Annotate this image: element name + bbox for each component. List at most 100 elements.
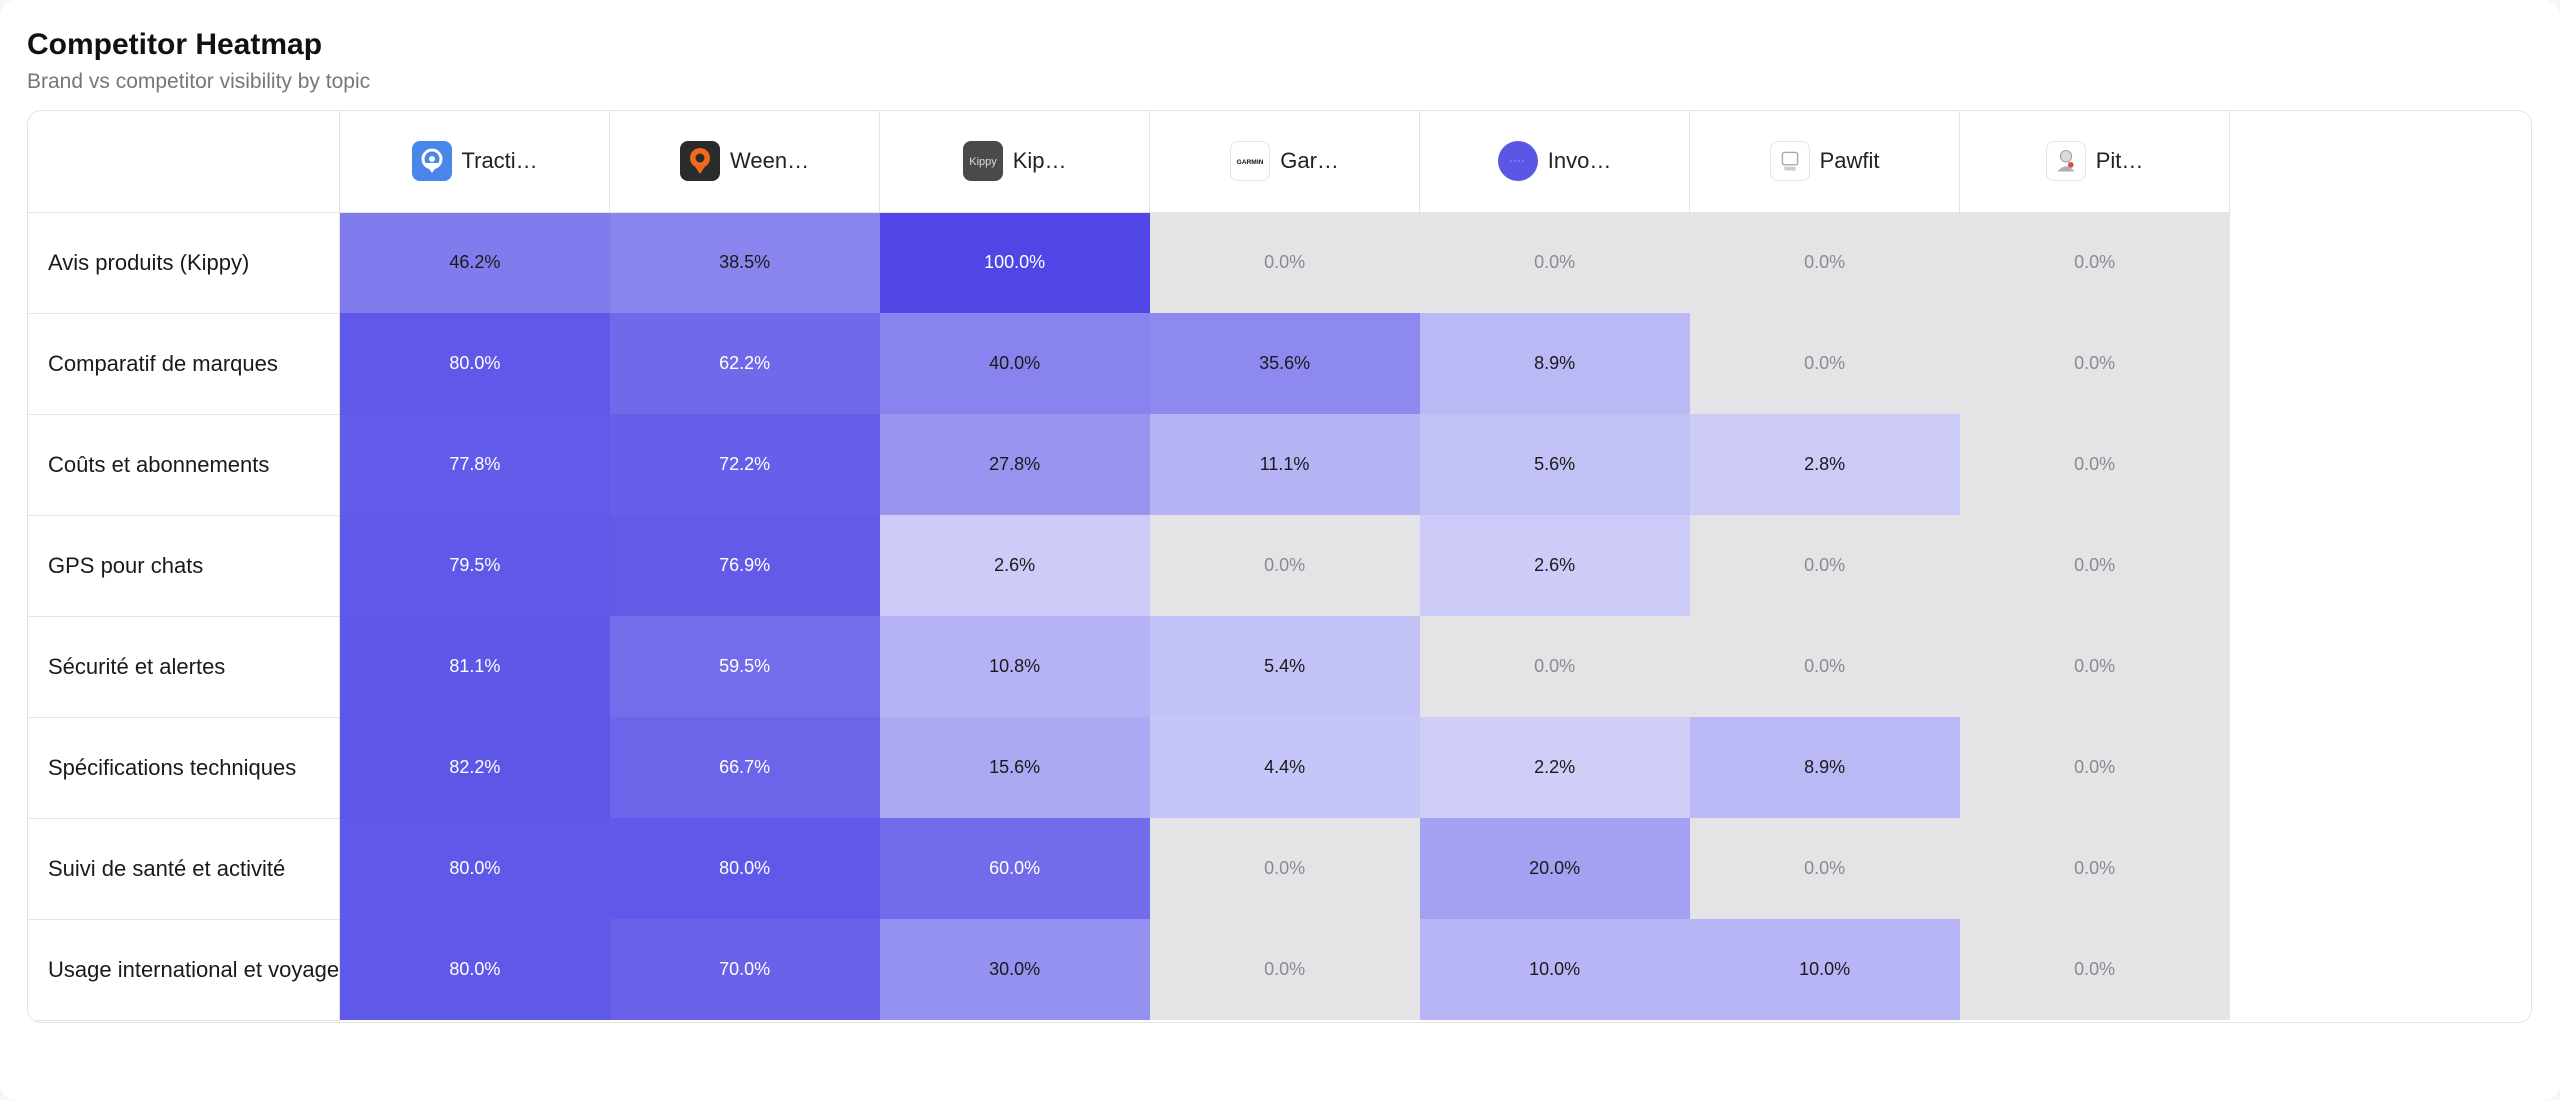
heatmap-row-comparatif-de-marques: Comparatif de marques 80.0% 62.2% 40.0% 35.6… (28, 313, 2230, 415)
heatmap-cell[interactable]: 10.8% (879, 616, 1150, 717)
heatmap-cell[interactable]: 20.0% (1419, 818, 1690, 919)
pawfit-logo-icon (1769, 140, 1810, 181)
heatmap-cell[interactable]: 0.0% (1959, 616, 2230, 717)
heatmap-cell[interactable]: 72.2% (609, 414, 880, 515)
row-label: Spécifications techniques (28, 717, 341, 819)
heatmap-cell[interactable]: 79.5% (339, 515, 610, 616)
column-header-invoxia: Invo… (1419, 111, 1691, 213)
weenect-logo-icon (680, 140, 721, 181)
heatmap-row-gps-pour-chats: GPS pour chats 79.5% 76.9% 2.6% 0.0% 2.6% 0.0%… (28, 515, 2230, 617)
heatmap-cell[interactable]: 0.0% (1959, 313, 2230, 414)
heatmap-body: Avis produits (Kippy) 46.2% 38.5% 100.0% 0.0… (28, 212, 2230, 1021)
row-label: Comparatif de marques (28, 313, 341, 415)
column-header-label: Tracti… (461, 147, 538, 173)
heatmap-cell[interactable]: 40.0% (879, 313, 1150, 414)
svg-text:Kippy: Kippy (969, 156, 997, 168)
heatmap-cell[interactable]: 0.0% (1959, 919, 2230, 1020)
column-header-label: Gar… (1280, 147, 1339, 173)
heatmap-row-usage-international-et-voyage: Usage international et voyage 80.0% 70.0% 3… (28, 919, 2230, 1021)
heatmap-cell[interactable]: 77.8% (339, 414, 610, 515)
heatmap-cell[interactable]: 0.0% (1689, 818, 1960, 919)
heatmap-row-specifications-techniques: Spécifications techniques 82.2% 66.7% 15.6%… (28, 717, 2230, 819)
heatmap-cell[interactable]: 80.0% (609, 818, 880, 919)
heatmap-cell[interactable]: 10.0% (1689, 919, 1960, 1020)
heatmap-cell[interactable]: 81.1% (339, 616, 610, 717)
heatmap-cell[interactable]: 80.0% (339, 818, 610, 919)
heatmap-cell[interactable]: 0.0% (1959, 818, 2230, 919)
row-label: Sécurité et alertes (28, 616, 341, 718)
column-header-content: Invo… (1420, 140, 1689, 181)
heatmap-cell[interactable]: 2.6% (1419, 515, 1690, 616)
heatmap-cell[interactable]: 0.0% (1149, 515, 1420, 616)
heatmap-cell[interactable]: 5.4% (1149, 616, 1420, 717)
column-header-content: Tracti… (340, 140, 609, 181)
heatmap-row-avis-produits-kippy: Avis produits (Kippy) 46.2% 38.5% 100.0% 0.0… (28, 212, 2230, 314)
heatmap-cell[interactable]: 70.0% (609, 919, 880, 1020)
row-label: Suivi de santé et activité (28, 818, 341, 920)
heatmap-table: Tracti… Ween… Kippy Kip… GARMIN Gar… Invo… Pawf… (28, 111, 2231, 1021)
column-header-content: Kippy Kip… (880, 140, 1149, 181)
heatmap-cell[interactable]: 80.0% (339, 919, 610, 1020)
heatmap-row-suivi-de-sante-et-activite: Suivi de santé et activité 80.0% 80.0% 60.0… (28, 818, 2230, 920)
heatmap-cell[interactable]: 0.0% (1959, 717, 2230, 818)
column-header-label: Pawfit (1819, 147, 1880, 173)
heatmap-cell[interactable]: 8.9% (1419, 313, 1690, 414)
heatmap-cell[interactable]: 0.0% (1689, 616, 1960, 717)
heatmap-cell[interactable]: 62.2% (609, 313, 880, 414)
column-header-garmin: GARMIN Gar… (1149, 111, 1421, 213)
heatmap-cell[interactable]: 0.0% (1149, 818, 1420, 919)
row-label: Avis produits (Kippy) (28, 212, 341, 314)
heatmap-cell[interactable]: 15.6% (879, 717, 1150, 818)
heatmap-cell[interactable]: 0.0% (1959, 515, 2230, 616)
invoxia-logo-icon (1497, 140, 1538, 181)
heatmap-cell[interactable]: 35.6% (1149, 313, 1420, 414)
heatmap-cell[interactable]: 76.9% (609, 515, 880, 616)
column-header-kippy: Kippy Kip… (879, 111, 1151, 213)
heatmap-cell[interactable]: 66.7% (609, 717, 880, 818)
heatmap-cell[interactable]: 0.0% (1689, 212, 1960, 313)
pitpat-logo-icon (2045, 140, 2086, 181)
column-header-pitpat: Pit… (1959, 111, 2231, 213)
heatmap-cell[interactable]: 4.4% (1149, 717, 1420, 818)
heatmap-row-couts-et-abonnements: Coûts et abonnements 77.8% 72.2% 27.8% 11.1%… (28, 414, 2230, 516)
row-label: Usage international et voyage (28, 919, 341, 1021)
heatmap-cell[interactable]: 46.2% (339, 212, 610, 313)
heatmap-cell[interactable]: 0.0% (1149, 919, 1420, 1020)
column-header-content: Pawfit (1690, 140, 1959, 181)
heatmap-cell[interactable]: 0.0% (1959, 414, 2230, 515)
heatmap-cell[interactable]: 5.6% (1419, 414, 1690, 515)
column-header-content: Ween… (610, 140, 879, 181)
column-header-label: Invo… (1547, 147, 1612, 173)
heatmap-cell[interactable]: 0.0% (1419, 616, 1690, 717)
row-label: Coûts et abonnements (28, 414, 341, 516)
heatmap-cell[interactable]: 30.0% (879, 919, 1150, 1020)
heatmap-cell[interactable]: 59.5% (609, 616, 880, 717)
heatmap-cell[interactable]: 11.1% (1149, 414, 1420, 515)
heatmap-cell[interactable]: 0.0% (1419, 212, 1690, 313)
heatmap-cell[interactable]: 27.8% (879, 414, 1150, 515)
page-title: Competitor Heatmap (27, 28, 323, 61)
heatmap-cell[interactable]: 2.6% (879, 515, 1150, 616)
column-header-tractive: Tracti… (339, 111, 611, 213)
column-header-label: Ween… (730, 147, 810, 173)
heatmap-header-row: Tracti… Ween… Kippy Kip… GARMIN Gar… Invo… Pawf… (28, 111, 2231, 213)
heatmap-cell[interactable]: 0.0% (1959, 212, 2230, 313)
heatmap-container: Tracti… Ween… Kippy Kip… GARMIN Gar… Invo… Pawf… (27, 110, 2532, 1023)
heatmap-cell[interactable]: 10.0% (1419, 919, 1690, 1020)
heatmap-cell[interactable]: 0.0% (1689, 515, 1960, 616)
heatmap-cell[interactable]: 80.0% (339, 313, 610, 414)
heatmap-cell[interactable]: 8.9% (1689, 717, 1960, 818)
heatmap-cell[interactable]: 82.2% (339, 717, 610, 818)
heatmap-cell[interactable]: 2.8% (1689, 414, 1960, 515)
heatmap-cell[interactable]: 100.0% (879, 212, 1150, 313)
heatmap-cell[interactable]: 60.0% (879, 818, 1150, 919)
heatmap-cell[interactable]: 0.0% (1149, 212, 1420, 313)
heatmap-corner-cell (28, 111, 341, 213)
kippy-logo-icon: Kippy (962, 140, 1003, 181)
heatmap-cell[interactable]: 0.0% (1689, 313, 1960, 414)
svg-text:GARMIN: GARMIN (1237, 159, 1264, 166)
heatmap-cell[interactable]: 38.5% (609, 212, 880, 313)
row-label: GPS pour chats (28, 515, 341, 617)
heatmap-cell[interactable]: 2.2% (1419, 717, 1690, 818)
